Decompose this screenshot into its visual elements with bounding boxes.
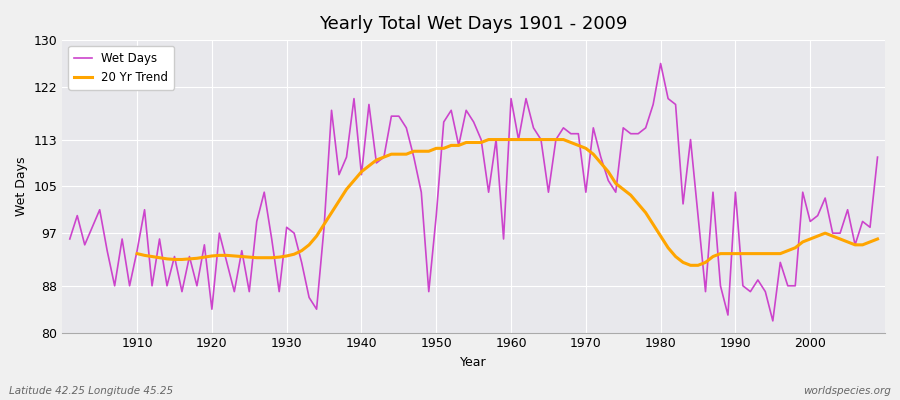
20 Yr Trend (334, 198, 345, 203)
Text: worldspecies.org: worldspecies.org (803, 386, 891, 396)
Y-axis label: Wet Days: Wet Days (15, 156, 28, 216)
Wet Days (655, 61, 666, 66)
20 Yr Trend (596, 160, 607, 165)
Wet Days (289, 231, 300, 236)
20 Yr Trend (506, 137, 517, 142)
20 Yr Trend (499, 137, 509, 142)
Line: Wet Days: Wet Days (70, 64, 878, 321)
20 Yr Trend (872, 236, 883, 241)
Wet Days (872, 155, 883, 160)
Legend: Wet Days, 20 Yr Trend: Wet Days, 20 Yr Trend (68, 46, 175, 90)
Wet Days (499, 236, 509, 241)
Wet Days (124, 283, 135, 288)
Wet Days (65, 236, 76, 241)
Line: 20 Yr Trend: 20 Yr Trend (137, 140, 877, 265)
Wet Days (334, 172, 345, 177)
Wet Days (768, 318, 778, 323)
Wet Days (506, 96, 517, 101)
Text: Latitude 42.25 Longitude 45.25: Latitude 42.25 Longitude 45.25 (9, 386, 173, 396)
Wet Days (596, 155, 607, 160)
20 Yr Trend (289, 252, 300, 257)
Title: Yearly Total Wet Days 1901 - 2009: Yearly Total Wet Days 1901 - 2009 (320, 15, 628, 33)
X-axis label: Year: Year (460, 356, 487, 369)
